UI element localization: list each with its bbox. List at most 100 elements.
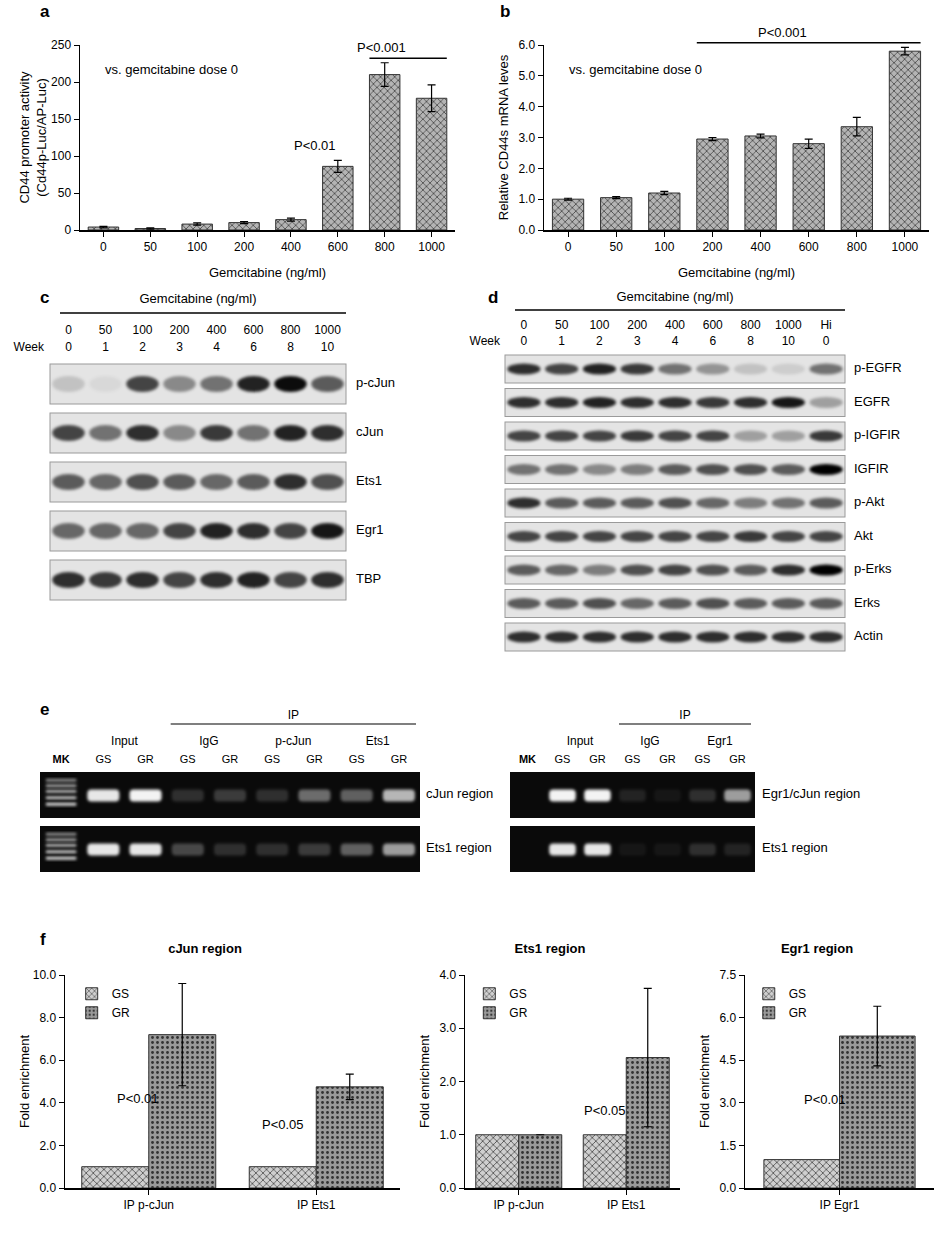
svg-text:Ets1 region: Ets1 region xyxy=(515,941,586,956)
svg-text:600: 600 xyxy=(799,240,819,254)
svg-text:IP Ets1: IP Ets1 xyxy=(607,1198,646,1212)
svg-text:Egr1 region: Egr1 region xyxy=(781,941,853,956)
svg-text:0.0: 0.0 xyxy=(719,1181,736,1195)
svg-text:Ets1 region: Ets1 region xyxy=(762,840,828,855)
svg-text:4: 4 xyxy=(672,334,679,348)
svg-text:P<0.01: P<0.01 xyxy=(117,1091,159,1106)
svg-text:P<0.001: P<0.001 xyxy=(758,25,807,40)
svg-text:Actin: Actin xyxy=(854,628,883,643)
svg-text:cJun: cJun xyxy=(356,424,383,439)
svg-text:1000: 1000 xyxy=(892,240,919,254)
svg-text:Gemcitabine (ng/ml): Gemcitabine (ng/ml) xyxy=(616,289,733,304)
svg-text:0: 0 xyxy=(521,318,528,332)
svg-text:Erks: Erks xyxy=(854,595,881,610)
svg-text:IP: IP xyxy=(679,708,690,722)
svg-text:4.0: 4.0 xyxy=(39,1096,56,1110)
svg-text:2.0: 2.0 xyxy=(39,1139,56,1153)
svg-text:GS: GS xyxy=(349,753,365,765)
svg-text:3.0: 3.0 xyxy=(719,1096,736,1110)
svg-text:50: 50 xyxy=(144,240,158,254)
svg-text:2.0: 2.0 xyxy=(439,1075,456,1089)
svg-text:50: 50 xyxy=(58,186,72,200)
svg-text:Week: Week xyxy=(470,334,501,348)
svg-text:200: 200 xyxy=(702,240,722,254)
svg-text:GS: GS xyxy=(509,987,526,1001)
svg-text:1000: 1000 xyxy=(418,240,445,254)
svg-text:p-EGFR: p-EGFR xyxy=(854,360,902,375)
svg-text:0.0: 0.0 xyxy=(518,223,535,237)
svg-text:10.0: 10.0 xyxy=(33,968,57,982)
svg-text:400: 400 xyxy=(281,240,301,254)
svg-text:3: 3 xyxy=(176,340,183,354)
svg-text:cJun region: cJun region xyxy=(426,786,493,801)
svg-text:IP p-cJun: IP p-cJun xyxy=(494,1198,544,1212)
svg-text:p-cJun: p-cJun xyxy=(275,734,311,748)
svg-text:CD44 promoter activity(Cd44p-L: CD44 promoter activity(Cd44p-Luc/AP-Luc) xyxy=(17,71,49,204)
svg-text:GS: GS xyxy=(789,987,806,1001)
svg-text:4.0: 4.0 xyxy=(518,100,535,114)
svg-text:p-Erks: p-Erks xyxy=(854,561,892,576)
svg-text:GR: GR xyxy=(137,753,154,765)
svg-text:Relative CD44s mRNA leves: Relative CD44s mRNA leves xyxy=(496,54,511,220)
svg-text:3.0: 3.0 xyxy=(518,131,535,145)
svg-text:100: 100 xyxy=(589,318,609,332)
svg-text:GS: GS xyxy=(695,753,711,765)
svg-text:2: 2 xyxy=(139,340,146,354)
svg-text:8: 8 xyxy=(747,334,754,348)
svg-text:IgG: IgG xyxy=(640,734,659,748)
svg-text:MK: MK xyxy=(519,753,536,765)
svg-text:P<0.001: P<0.001 xyxy=(357,40,406,55)
svg-text:Week: Week xyxy=(14,340,45,354)
svg-text:p-IGFIR: p-IGFIR xyxy=(854,427,900,442)
svg-text:6.0: 6.0 xyxy=(39,1053,56,1067)
svg-text:GS: GS xyxy=(264,753,280,765)
svg-text:0.0: 0.0 xyxy=(439,1181,456,1195)
svg-text:IgG: IgG xyxy=(199,734,218,748)
svg-text:GR: GR xyxy=(589,753,606,765)
svg-text:800: 800 xyxy=(375,240,395,254)
svg-text:IP: IP xyxy=(288,708,299,722)
svg-text:50: 50 xyxy=(610,240,624,254)
svg-text:1000: 1000 xyxy=(314,323,341,337)
svg-text:8: 8 xyxy=(287,340,294,354)
svg-text:0: 0 xyxy=(521,334,528,348)
svg-text:0.0: 0.0 xyxy=(39,1181,56,1195)
svg-text:1: 1 xyxy=(102,340,109,354)
svg-text:10: 10 xyxy=(782,334,796,348)
svg-text:IP Ets1: IP Ets1 xyxy=(297,1198,336,1212)
svg-text:1.0: 1.0 xyxy=(439,1128,456,1142)
svg-text:vs. gemcitabine dose 0: vs. gemcitabine dose 0 xyxy=(569,62,702,77)
svg-text:600: 600 xyxy=(328,240,348,254)
svg-text:P<0.01: P<0.01 xyxy=(294,138,336,153)
svg-text:4: 4 xyxy=(213,340,220,354)
svg-text:400: 400 xyxy=(206,323,226,337)
svg-text:6.0: 6.0 xyxy=(518,38,535,52)
svg-text:P<0.05: P<0.05 xyxy=(262,1117,304,1132)
svg-text:Fold enrichment: Fold enrichment xyxy=(417,1035,432,1129)
svg-text:Gemcitabine (ng/ml): Gemcitabine (ng/ml) xyxy=(678,265,795,280)
svg-text:2.0: 2.0 xyxy=(518,162,535,176)
svg-text:Egr1/cJun region: Egr1/cJun region xyxy=(762,786,860,801)
svg-text:50: 50 xyxy=(99,323,113,337)
svg-text:800: 800 xyxy=(847,240,867,254)
svg-text:Hi: Hi xyxy=(820,318,831,332)
svg-text:800: 800 xyxy=(741,318,761,332)
svg-text:IP Egr1: IP Egr1 xyxy=(820,1198,860,1212)
svg-text:GS: GS xyxy=(625,753,641,765)
svg-text:Gemcitabine (ng/ml): Gemcitabine (ng/ml) xyxy=(139,291,256,306)
svg-text:800: 800 xyxy=(280,323,300,337)
svg-text:200: 200 xyxy=(169,323,189,337)
svg-text:Egr1: Egr1 xyxy=(356,522,383,537)
svg-text:GR: GR xyxy=(659,753,676,765)
svg-text:100: 100 xyxy=(51,149,71,163)
svg-text:400: 400 xyxy=(751,240,771,254)
svg-text:1000: 1000 xyxy=(775,318,802,332)
svg-text:1: 1 xyxy=(558,334,565,348)
svg-text:6.0: 6.0 xyxy=(719,1011,736,1025)
svg-text:0: 0 xyxy=(64,223,71,237)
svg-text:GS: GS xyxy=(112,987,129,1001)
svg-text:GR: GR xyxy=(222,753,239,765)
svg-text:Input: Input xyxy=(111,734,138,748)
svg-text:0: 0 xyxy=(65,323,72,337)
svg-text:4.0: 4.0 xyxy=(439,968,456,982)
